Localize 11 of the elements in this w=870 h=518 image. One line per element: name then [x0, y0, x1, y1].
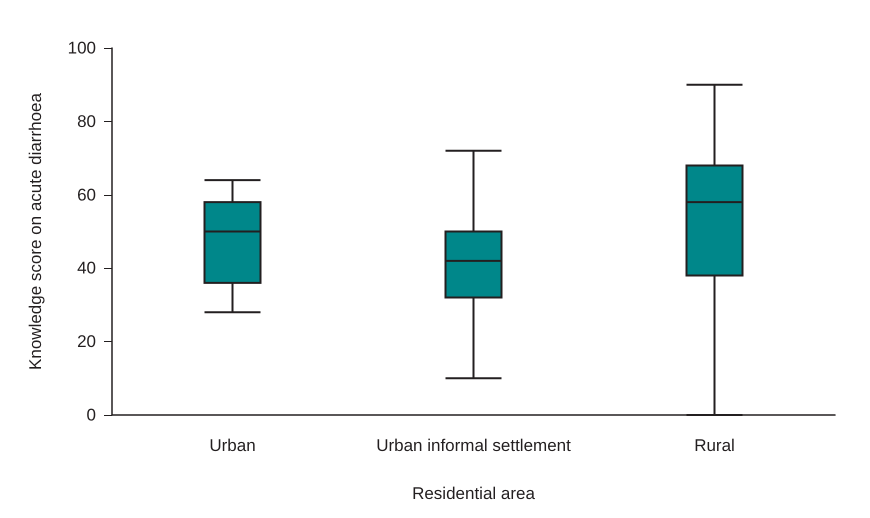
y-axis-title: Knowledge score on acute diarrhoea [26, 92, 45, 370]
x-tick-label: Rural [694, 436, 735, 455]
x-tick-label: Urban informal settlement [376, 436, 572, 455]
x-axis-title: Residential area [412, 484, 536, 503]
y-tick-label: 80 [77, 112, 96, 131]
y-tick-label: 60 [77, 185, 96, 204]
y-tick-label: 20 [77, 332, 96, 352]
y-tick-label: 0 [86, 406, 96, 424]
y-tick-label: 100 [68, 38, 96, 58]
y-tick-label: 40 [77, 258, 96, 278]
x-tick-label: Urban [209, 436, 256, 455]
